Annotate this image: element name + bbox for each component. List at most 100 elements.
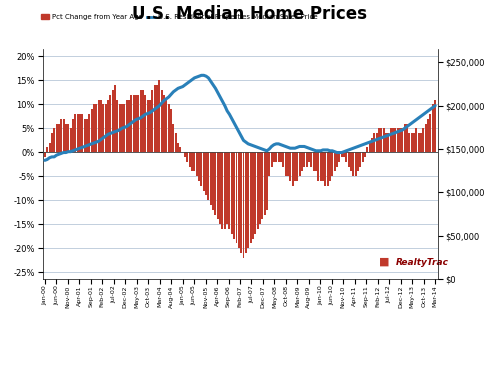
Bar: [304, 152, 306, 167]
Bar: [138, 95, 140, 152]
Bar: [86, 119, 88, 152]
Bar: [315, 152, 317, 172]
Bar: [256, 152, 258, 229]
Text: ■: ■: [379, 257, 390, 266]
Bar: [186, 152, 188, 162]
Bar: [112, 90, 114, 152]
Bar: [226, 152, 228, 224]
Bar: [278, 152, 280, 162]
Bar: [140, 90, 141, 152]
Bar: [408, 133, 410, 152]
Bar: [371, 138, 373, 152]
Bar: [340, 152, 342, 157]
Bar: [65, 123, 67, 152]
Bar: [247, 152, 249, 248]
Bar: [118, 104, 120, 152]
Bar: [166, 100, 168, 152]
Bar: [203, 152, 205, 191]
Bar: [360, 152, 362, 167]
Bar: [411, 133, 413, 152]
Bar: [348, 152, 350, 167]
Bar: [420, 133, 422, 152]
Bar: [177, 143, 179, 152]
Text: RealtyTrac: RealtyTrac: [396, 258, 449, 266]
Bar: [338, 152, 340, 162]
Bar: [208, 152, 210, 200]
Bar: [96, 104, 98, 152]
Bar: [231, 152, 233, 234]
Bar: [402, 128, 404, 152]
Bar: [324, 152, 326, 186]
Bar: [210, 152, 212, 205]
Bar: [124, 104, 126, 152]
Bar: [149, 100, 151, 152]
Bar: [240, 152, 242, 253]
Bar: [254, 152, 256, 234]
Bar: [126, 100, 128, 152]
Bar: [196, 152, 198, 176]
Bar: [114, 85, 116, 152]
Bar: [163, 95, 165, 152]
Bar: [357, 152, 359, 172]
Bar: [107, 100, 109, 152]
Bar: [290, 152, 291, 181]
Bar: [422, 128, 424, 152]
Bar: [322, 152, 324, 181]
Bar: [62, 119, 64, 152]
Bar: [60, 119, 62, 152]
Bar: [219, 152, 221, 224]
Bar: [212, 152, 214, 210]
Bar: [154, 85, 156, 152]
Bar: [296, 152, 298, 181]
Bar: [146, 100, 148, 152]
Bar: [413, 133, 415, 152]
Bar: [394, 128, 396, 152]
Bar: [284, 152, 286, 176]
Bar: [51, 133, 53, 152]
Bar: [144, 95, 146, 152]
Bar: [44, 152, 46, 157]
Bar: [336, 152, 338, 167]
Bar: [380, 128, 382, 152]
Bar: [238, 152, 240, 248]
Bar: [88, 114, 90, 152]
Bar: [67, 123, 69, 152]
Bar: [172, 123, 174, 152]
Bar: [252, 152, 254, 238]
Bar: [268, 152, 270, 176]
Bar: [434, 100, 436, 152]
Bar: [102, 104, 104, 152]
Bar: [152, 90, 154, 152]
Bar: [58, 123, 60, 152]
Bar: [275, 152, 277, 162]
Bar: [374, 133, 376, 152]
Bar: [404, 123, 406, 152]
Bar: [222, 152, 224, 229]
Bar: [142, 90, 144, 152]
Bar: [270, 152, 272, 167]
Bar: [158, 80, 160, 152]
Bar: [110, 95, 112, 152]
Bar: [174, 133, 176, 152]
Bar: [200, 152, 202, 186]
Bar: [205, 152, 207, 195]
Bar: [312, 152, 314, 172]
Bar: [329, 152, 331, 181]
Bar: [334, 152, 336, 172]
Bar: [156, 85, 158, 152]
Legend: Pct Change from Year Ago, U.S. Residential Properties Median Sales Price: Pct Change from Year Ago, U.S. Residenti…: [38, 11, 321, 23]
Bar: [352, 152, 354, 176]
Bar: [194, 152, 196, 172]
Bar: [224, 152, 226, 229]
Bar: [432, 104, 434, 152]
Bar: [74, 114, 76, 152]
Bar: [100, 100, 102, 152]
Bar: [170, 109, 172, 152]
Bar: [242, 152, 244, 258]
Bar: [189, 152, 190, 167]
Bar: [266, 152, 268, 210]
Bar: [46, 147, 48, 152]
Bar: [425, 123, 427, 152]
Bar: [306, 152, 308, 167]
Bar: [318, 152, 320, 181]
